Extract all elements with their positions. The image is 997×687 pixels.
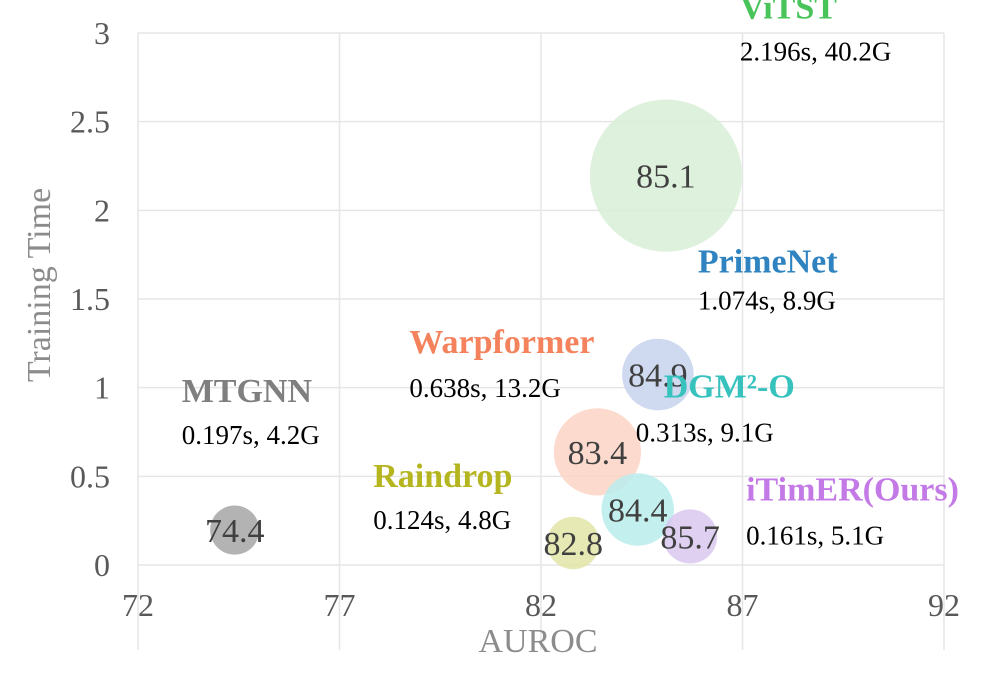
bubble-vitst xyxy=(589,99,743,252)
y-axis-label: Training Time xyxy=(21,188,58,382)
y-tick-label: 2.5 xyxy=(70,104,110,140)
y-tick-label: 3 xyxy=(94,15,110,51)
model-stats-dgm-o: 0.313s, 9.1G xyxy=(636,417,774,447)
y-tick-label: 0.5 xyxy=(70,458,110,494)
y-tick-label: 1 xyxy=(94,370,110,406)
bubble-value-vitst: 85.1 xyxy=(636,159,696,196)
x-tick-label: 92 xyxy=(928,587,960,623)
x-tick-label: 87 xyxy=(727,587,759,623)
bubble-value-raindrop: 82.8 xyxy=(543,526,603,563)
model-name-itimer-ours: iTimER(Ours) xyxy=(746,471,959,508)
model-name-raindrop: Raindrop xyxy=(373,458,512,495)
axis-ticks: 72 77 82 87 92 0 0.5 1 1.5 2 2.5 3 xyxy=(70,15,960,623)
model-stats-vitst: 2.196s, 40.2G xyxy=(740,37,892,67)
x-tick-label: 82 xyxy=(525,587,557,623)
model-name-warpformer: Warpformer xyxy=(409,324,594,361)
bubble-itimer-ours xyxy=(663,509,718,564)
y-tick-label: 1.5 xyxy=(70,281,110,317)
x-tick-label: 77 xyxy=(324,587,356,623)
model-stats-mtgnn: 0.197s, 4.2G xyxy=(182,420,320,450)
bubble-value-dgm-o: 84.4 xyxy=(608,492,668,529)
model-name-mtgnn: MTGNN xyxy=(182,373,313,410)
annotations: MTGNN 0.197s, 4.2G Raindrop 0.124s, 4.8G DGM… xyxy=(182,0,959,550)
bubble-dgm-o xyxy=(601,473,674,546)
bubble-mtgnn xyxy=(210,505,260,555)
model-stats-primenet: 1.074s, 8.9G xyxy=(698,286,836,316)
x-tick-label: 72 xyxy=(122,587,154,623)
bubble-value-mtgnn: 74.4 xyxy=(205,513,265,550)
x-axis-label: AUROC xyxy=(478,623,597,660)
bubble-warpformer xyxy=(553,408,642,496)
bubble-primenet xyxy=(622,338,694,411)
bubble-value-warpformer: 83.4 xyxy=(568,435,628,472)
bubble-value-itimer-ours: 85.7 xyxy=(660,519,720,556)
model-name-dgm-o: DGM²-O xyxy=(664,368,795,405)
y-tick-label: 2 xyxy=(94,192,110,228)
y-tick-label: 0 xyxy=(94,547,110,583)
bubbles: 85.1 83.4 84.4 84.9 85.7 82.8 74.4 xyxy=(205,99,743,570)
model-stats-itimer-ours: 0.161s, 5.1G xyxy=(746,520,884,550)
model-name-primenet: PrimeNet xyxy=(698,244,838,281)
model-name-vitst: ViTST xyxy=(740,0,837,27)
model-stats-raindrop: 0.124s, 4.8G xyxy=(373,505,511,535)
bubble-value-primenet: 84.9 xyxy=(628,358,688,395)
grid-lines xyxy=(137,32,945,650)
bubble-raindrop xyxy=(546,516,600,570)
model-stats-warpformer: 0.638s, 13.2G xyxy=(409,373,561,403)
